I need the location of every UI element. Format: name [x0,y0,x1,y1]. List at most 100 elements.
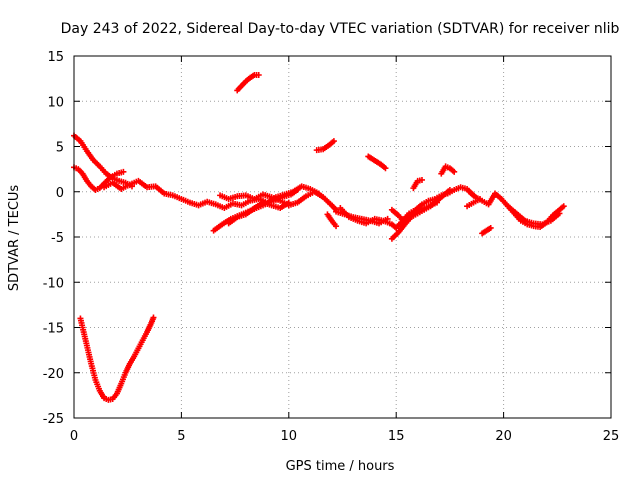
data-point-fill [154,184,166,196]
data-point-fill [481,199,490,207]
data-point-fill [435,193,445,203]
y-tick-label: 10 [47,95,64,110]
data-point-fill [220,216,233,227]
data-point [384,215,391,222]
data-point-fill [227,215,239,226]
data-point-fill [235,84,244,92]
data-point-fill [557,204,566,212]
data-point-fill [296,194,308,205]
data-point-fill [244,75,252,84]
data-point-fill [214,202,226,211]
data-point-fill [466,200,475,209]
series-arc-17 [438,163,458,177]
data-point-fill [442,188,452,198]
data-point-fill [98,165,108,175]
data-point-fill [76,167,85,176]
series-arc-10 [313,138,337,154]
data-point-fill [102,175,112,186]
data-point-fill [549,211,561,223]
data-point-fill [459,184,468,192]
data-point [333,223,340,230]
y-tick-label: -15 [43,322,64,337]
data-point-fill [378,217,389,226]
y-tick-label: 15 [47,50,64,65]
data-point-fill [506,204,518,216]
data-point-fill [524,218,535,226]
data-point-fill [132,347,141,358]
y-tick-label: -10 [43,276,64,291]
data-point-fill [262,200,273,208]
data-point-fill [281,192,292,200]
data-point-fill [197,199,209,208]
series-arc-16 [410,176,425,192]
y-tick-label: 5 [56,141,64,156]
data-point-fill [146,183,157,190]
data-point-fill [206,199,217,207]
data-point-fill [396,214,407,224]
y-tick-label: 0 [56,186,64,201]
data-point-fill [321,142,332,152]
data-point [255,72,262,79]
data-point-fill [127,355,137,365]
data-point [487,224,494,231]
data-point-fill [532,220,544,228]
data-point [446,186,453,193]
data-point-fill [315,146,325,153]
series-arc-15 [388,186,453,242]
data-point-fill [137,179,149,189]
data-point-fill [109,171,118,180]
x-tick-label: 0 [70,429,78,444]
data-point-fill [300,183,312,192]
data-point [476,195,483,202]
data-point-fill [171,193,183,202]
data-point-fill [85,149,96,162]
series-arc-11 [365,153,389,172]
data-point-fill [416,205,425,213]
data-point [451,168,458,175]
data-point-fill [78,140,89,153]
data-point-fill [219,193,230,202]
data-point-fill [144,321,154,334]
data-point-fill [111,176,120,183]
data-point-fill [330,203,338,212]
data-point-fill [240,198,251,208]
series-arc-2 [234,72,262,94]
series-arc-20 [464,195,483,210]
data-point-fill [128,178,140,187]
data-point-fill [321,195,334,207]
data-point-fill [411,179,420,190]
data-point-fill [375,159,383,167]
data-point-fill [111,392,119,401]
data-point-fill [212,222,224,233]
data-point-fill [223,201,234,210]
data-point-fill [232,200,243,208]
data-point-fill [253,192,264,201]
data-point-fill [369,218,380,226]
data-point-fill [410,211,419,219]
data-point-fill [360,216,372,224]
data-point-fill [239,79,248,88]
data-point-fill [111,180,123,191]
data-point-fill [248,72,256,80]
data-point-fill [328,139,336,147]
y-axis-label: SDTVAR / TECUs [7,185,22,292]
data-point-fill [467,190,478,199]
data-point-fill [352,214,363,222]
series-arc-1 [77,314,157,403]
data-point-fill [325,212,334,223]
x-axis-ticks: 0 5 10 15 20 25 [70,56,619,444]
data-point-fill [72,133,82,143]
data-point-fill [330,219,338,228]
data-point-fill [403,215,413,226]
series-arc-19 [504,203,563,228]
data-point-fill [448,166,456,174]
data-point-fill [123,362,132,374]
data-point-fill [270,195,282,203]
data-point-fill [103,180,114,190]
x-tick-label: 20 [495,429,512,444]
data-point [418,176,425,183]
data-point-fill [116,169,125,177]
data-point-fill [270,203,282,211]
data-point-fill [140,331,149,342]
